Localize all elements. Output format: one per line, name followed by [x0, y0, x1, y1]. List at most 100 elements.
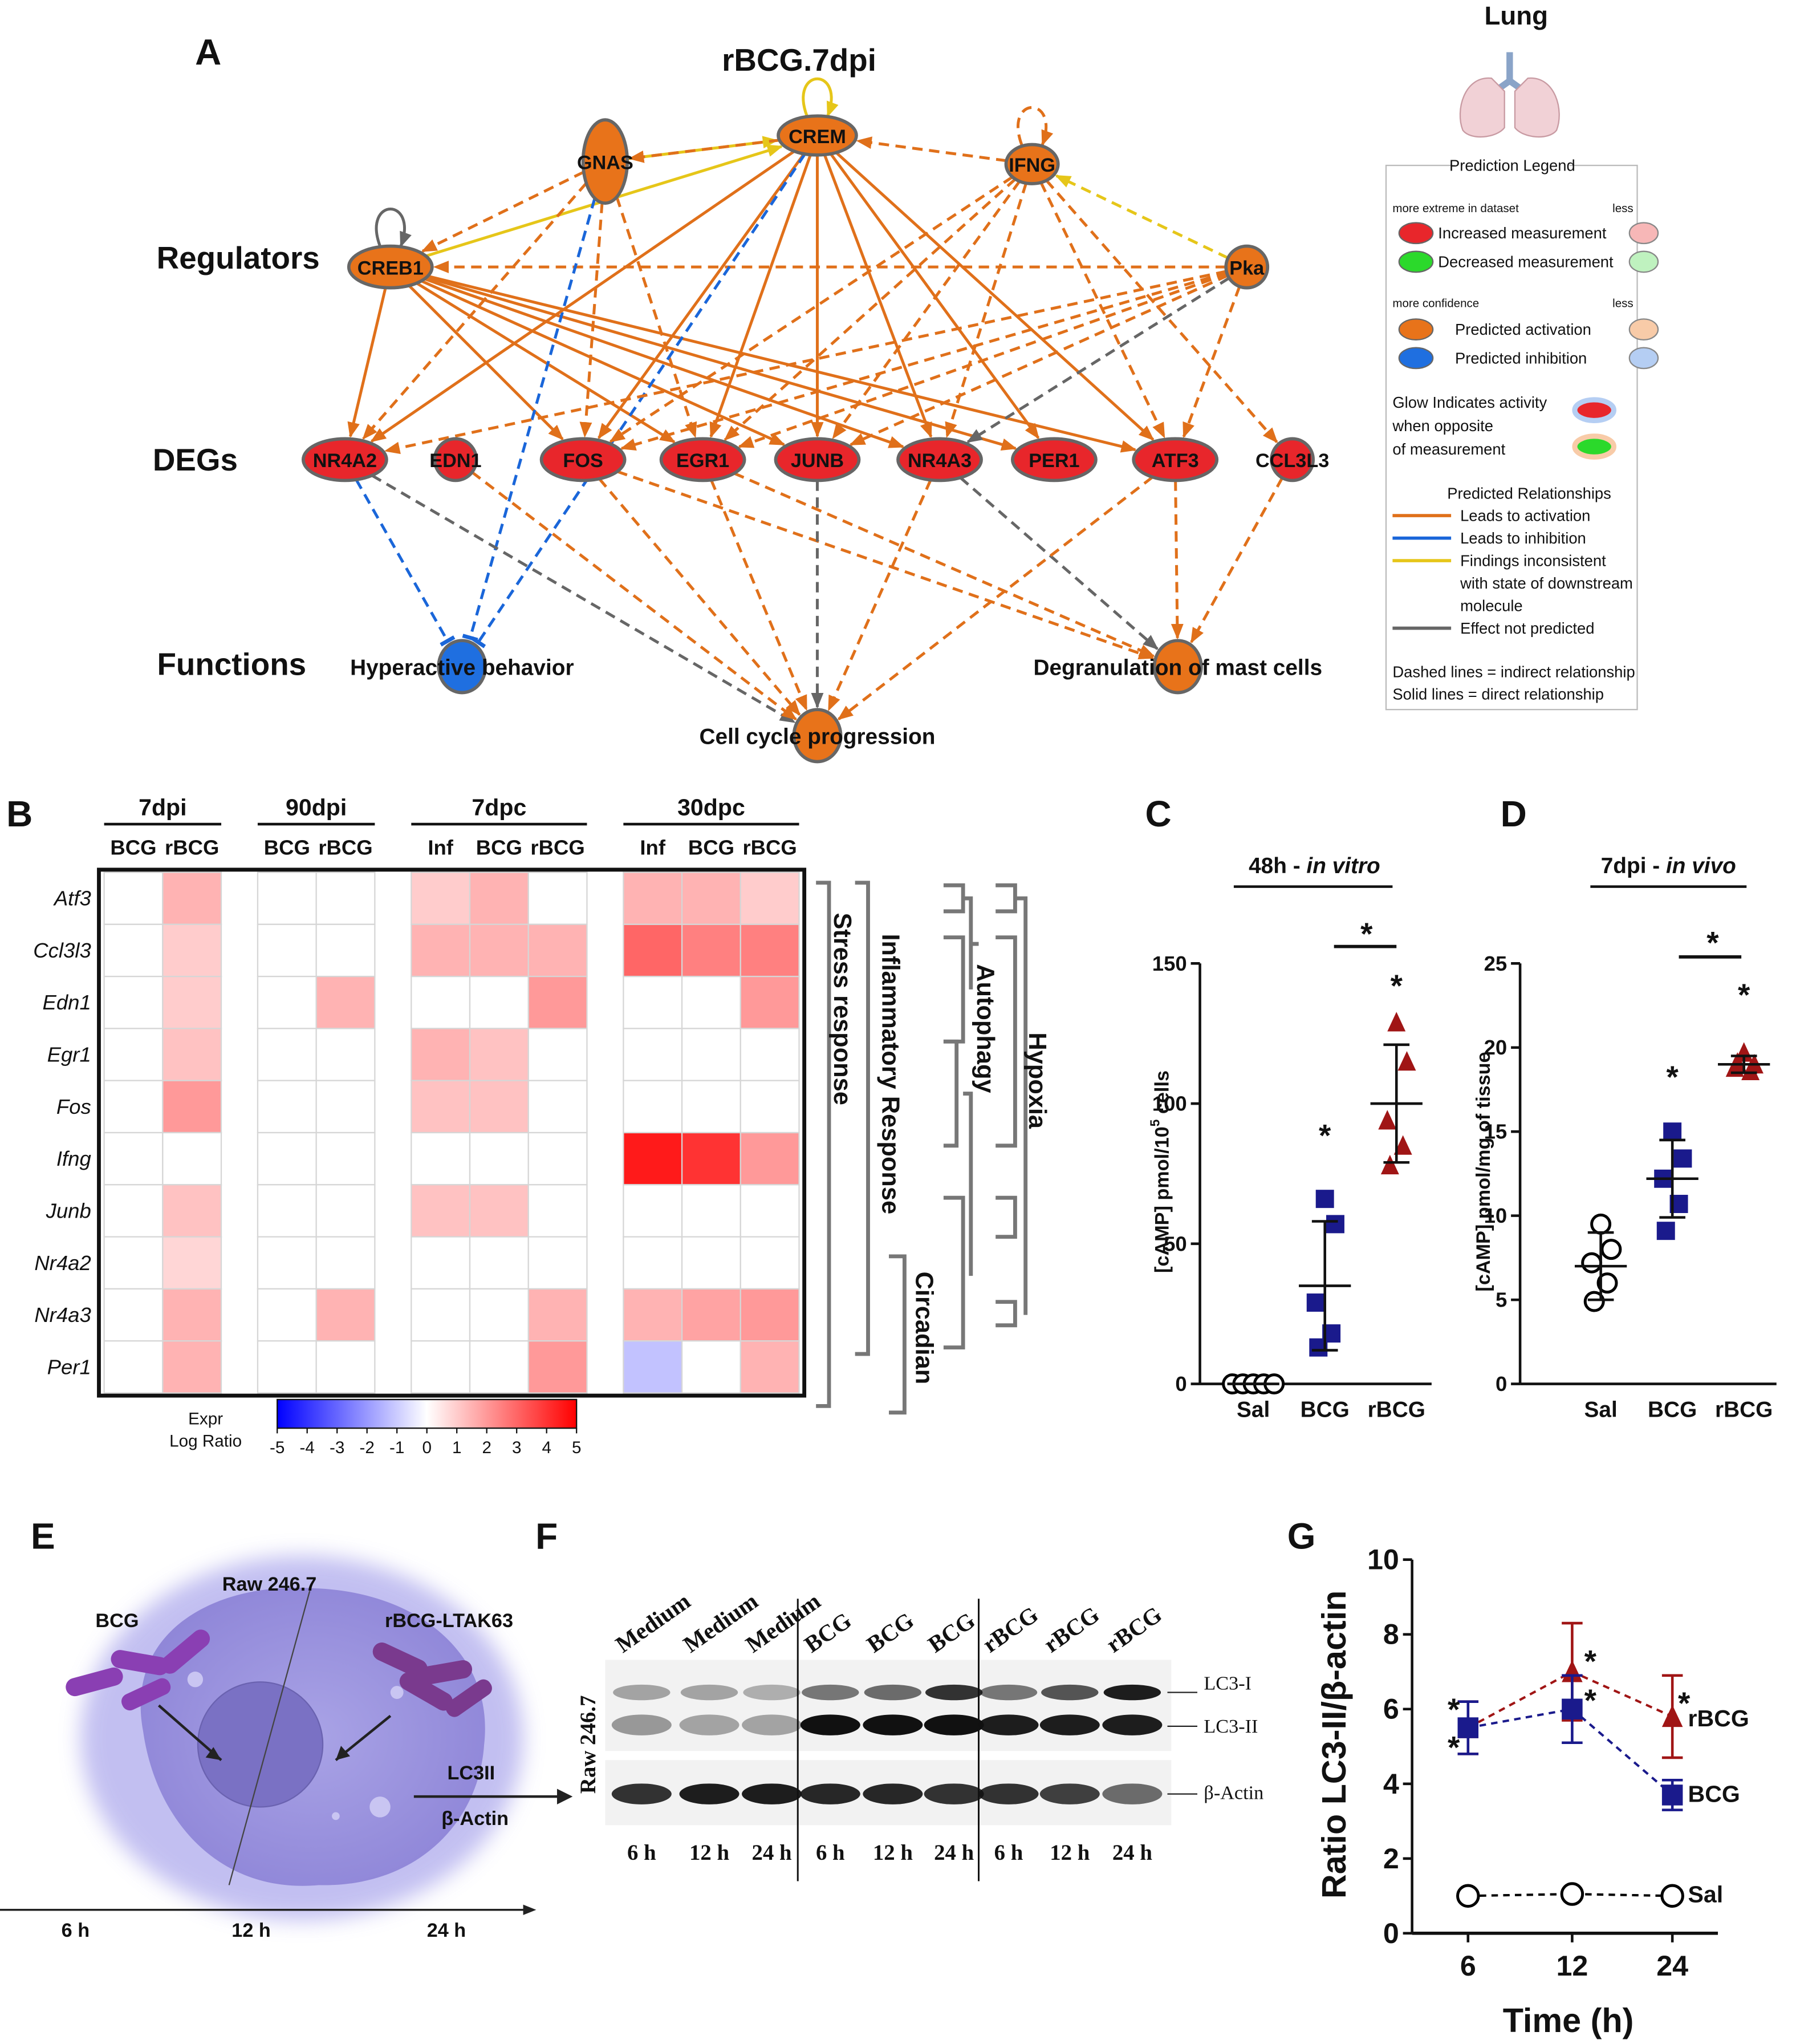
network-edge — [420, 279, 786, 446]
heatmap-cell — [315, 923, 376, 978]
level-label: Functions — [157, 646, 306, 682]
y-tick-label: 0 — [1496, 1372, 1507, 1396]
point — [1380, 1154, 1399, 1175]
node-label: Degranulation of mast cells — [1033, 656, 1322, 680]
network-title: rBCG.7dpi — [722, 42, 876, 78]
heatmap-cell — [162, 1236, 222, 1290]
target-label: β-Actin — [441, 1808, 509, 1830]
column-label: Inf — [428, 836, 453, 859]
point — [1741, 1060, 1760, 1081]
network-edge — [421, 171, 584, 253]
time-label: 12 h — [689, 1840, 729, 1865]
legend-label: Leads to inhibition — [1460, 529, 1586, 547]
network-node — [777, 114, 858, 157]
network-edge — [1039, 181, 1166, 439]
network-edge — [959, 476, 1159, 650]
node-label: NR4A3 — [908, 450, 972, 472]
legend-title-bg — [1454, 155, 1570, 176]
network-edge — [1182, 286, 1241, 439]
x-tick-label: Sal — [1584, 1398, 1617, 1422]
panel-label: G — [1287, 1516, 1316, 1557]
heatmap-frame — [97, 867, 807, 1398]
significance-star: * — [1738, 977, 1750, 1012]
heatmap-cell — [527, 1132, 588, 1186]
y-tick-label: 50 — [1164, 1232, 1187, 1255]
heatmap-cell — [681, 1132, 741, 1186]
heatmap-cell — [103, 975, 164, 1029]
network-edge — [620, 271, 1228, 451]
network-node — [1011, 437, 1098, 482]
heatmap-cell — [257, 1132, 317, 1186]
heatmap-cell — [103, 1184, 164, 1238]
bracket — [995, 883, 1028, 1328]
network-edge — [598, 477, 801, 716]
point — [1560, 1882, 1584, 1906]
time-label: 12 h — [1050, 1840, 1090, 1865]
heatmap-cell — [162, 975, 222, 1029]
heatmap-cell — [411, 1132, 471, 1186]
series-label: BCG — [1688, 1781, 1740, 1807]
y-label-part: [cAMP] pmol/10 — [1151, 1126, 1173, 1273]
heatmap-cell — [469, 1236, 529, 1290]
band — [679, 1714, 739, 1735]
band — [611, 1714, 672, 1735]
series-label: Sal — [1688, 1881, 1724, 1907]
y-tick-label: 8 — [1383, 1619, 1399, 1650]
heatmap-cell — [103, 1236, 164, 1290]
heatmap-cell — [623, 1080, 683, 1134]
colorbar-tick-label: 4 — [542, 1438, 551, 1457]
network-node — [1224, 244, 1270, 290]
legend-label: when opposite — [1392, 417, 1493, 435]
band — [800, 1714, 860, 1735]
legend-label: of measurement — [1392, 440, 1505, 458]
heatmap-cell — [162, 1340, 222, 1394]
heatmap-cell — [257, 1080, 317, 1134]
band — [1103, 1684, 1161, 1701]
band — [1102, 1714, 1163, 1735]
network-edge — [733, 472, 1155, 658]
heatmap-cell — [739, 1028, 800, 1081]
network-node — [1270, 437, 1315, 482]
network-edge — [802, 77, 839, 117]
point — [1656, 1222, 1675, 1240]
legend-swatch-light — [1628, 347, 1659, 370]
cell-label: Raw 246.7 — [222, 1573, 317, 1595]
network-edge — [416, 282, 676, 444]
heatmap-cell — [257, 1184, 317, 1238]
network-edge — [628, 139, 780, 163]
cell-line-label: Raw 246.7 — [576, 1696, 600, 1794]
column-label: BCG — [264, 836, 310, 859]
y-label-part: 5 — [1147, 1119, 1162, 1126]
network-edge — [609, 176, 1014, 443]
band — [800, 1783, 860, 1804]
significance-star: * — [1666, 1059, 1679, 1094]
heatmap-cell — [623, 923, 683, 978]
colorbar — [277, 1398, 578, 1429]
lane-label: BCG — [862, 1607, 919, 1658]
heatmap-cell — [257, 975, 317, 1029]
heatmap-cell — [623, 1288, 683, 1342]
point — [1661, 1785, 1683, 1806]
heatmap-cell — [527, 1288, 588, 1342]
network-node — [792, 708, 843, 764]
legend-label: Increased measurement — [1438, 224, 1607, 242]
cell-illustration — [0, 1555, 573, 1920]
heatmap-cell — [257, 1028, 317, 1081]
node-label: CREM — [789, 126, 846, 148]
heatmap-cell — [162, 1028, 222, 1081]
y-label-part: cells — [1151, 1070, 1173, 1120]
heatmap-cell — [681, 1184, 741, 1238]
heatmap-cell — [103, 1340, 164, 1394]
y-label-part: [cAMP] pmol/mg of tissue — [1473, 1052, 1494, 1291]
network-edge — [371, 474, 796, 724]
heatmap-cell — [103, 1288, 164, 1342]
series-label: rBCG — [1688, 1705, 1749, 1731]
heatmap-cell — [315, 871, 376, 925]
bracket — [889, 1254, 907, 1415]
bracket — [855, 881, 870, 1356]
heatmap-cell — [411, 923, 471, 978]
heatmap-cell — [623, 1236, 683, 1290]
band — [802, 1684, 859, 1701]
point — [1456, 1884, 1480, 1908]
band — [1039, 1783, 1100, 1804]
